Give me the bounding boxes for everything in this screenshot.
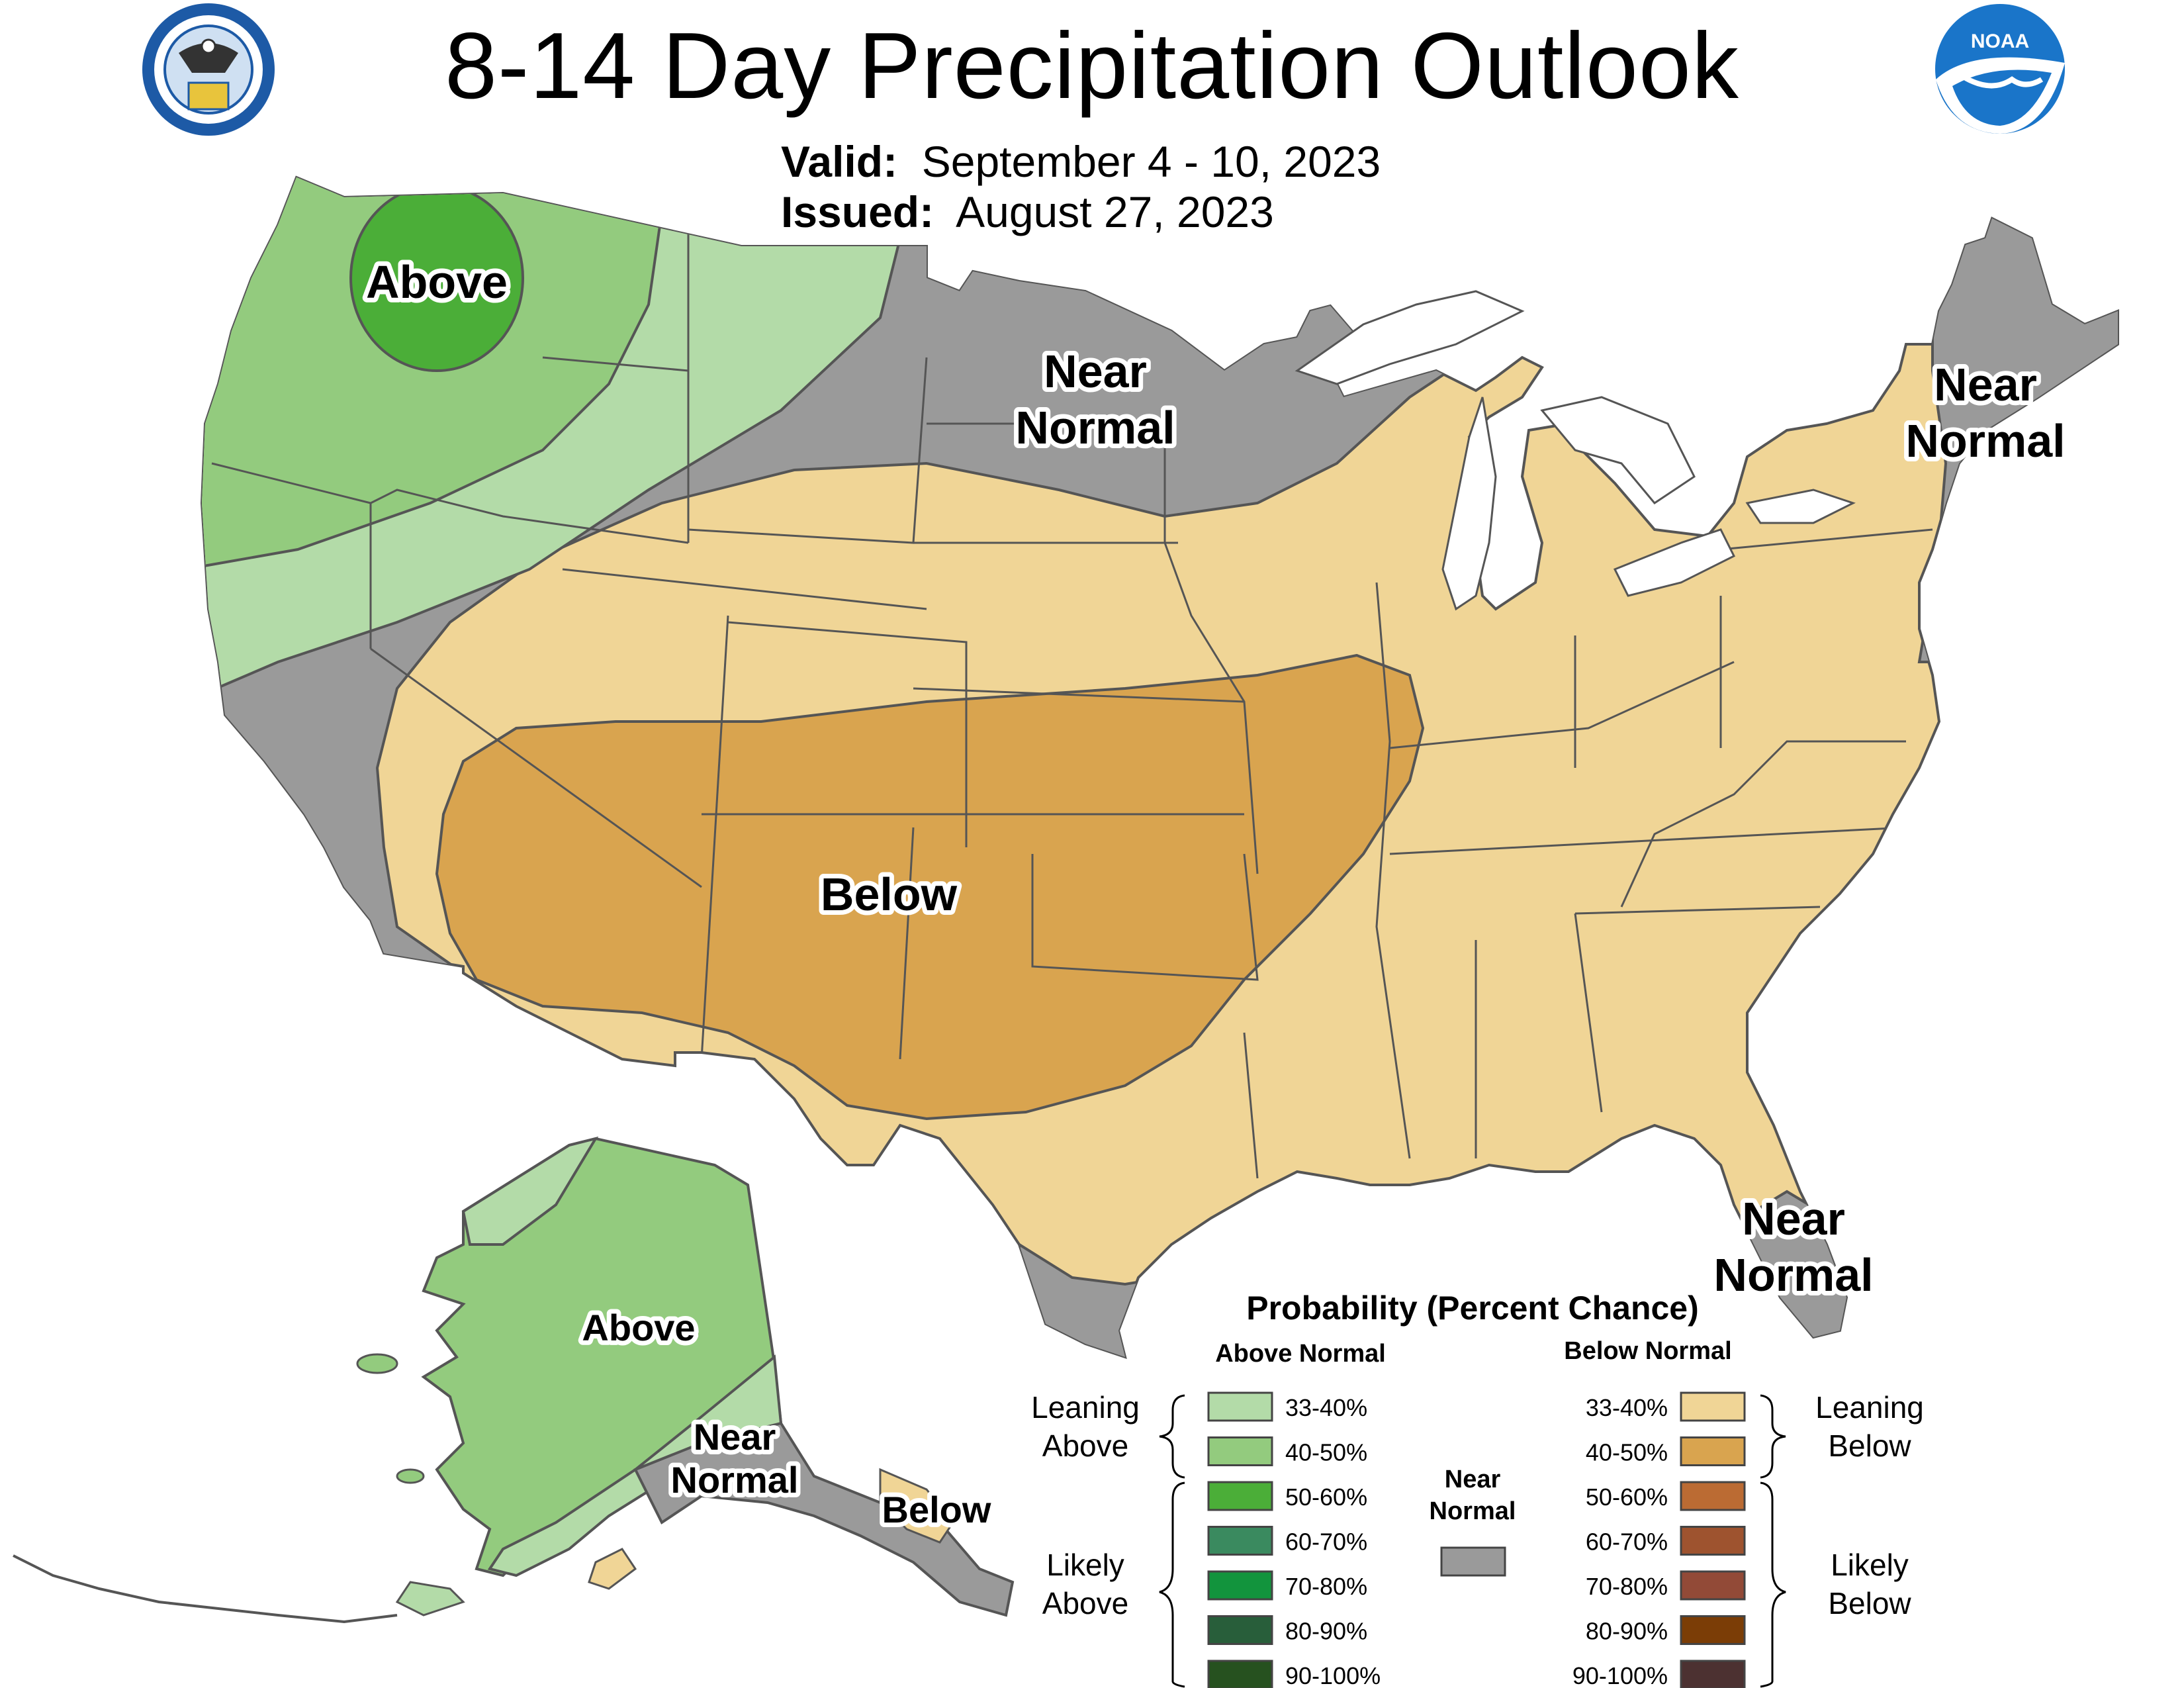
- legend-above-swatch: [1207, 1391, 1273, 1422]
- label-above-ak: Above: [582, 1307, 695, 1348]
- legend-likely-above-1: Likely: [1046, 1548, 1124, 1582]
- alaska-island-south: [396, 1468, 425, 1484]
- legend-above-swatch: [1207, 1481, 1273, 1511]
- legend-above-swatch: [1207, 1615, 1273, 1645]
- brace-likely-above-icon: [1159, 1481, 1185, 1688]
- legend-above-range-label: 70-80%: [1285, 1573, 1367, 1600]
- legend-leaning-above-1: Leaning: [1031, 1390, 1140, 1425]
- alaska-near-normal-panhandle: [633, 1421, 1015, 1617]
- legend-below-swatch: [1680, 1526, 1746, 1556]
- noaa-logo-icon: NOAA: [1935, 4, 2065, 134]
- legend-below-swatch: [1680, 1615, 1746, 1645]
- label-below-ak: Below: [882, 1489, 991, 1530]
- label-near-normal-north-1: Near: [1044, 346, 1147, 397]
- legend-below-range-label: 50-60%: [1586, 1483, 1668, 1511]
- label-near-normal-north-2: Normal: [1015, 402, 1175, 453]
- below-normal-medium-region: [435, 653, 1425, 1121]
- alaska-below-panhandle: [879, 1468, 954, 1544]
- legend-below-swatch: [1680, 1391, 1746, 1422]
- legend-leaning-above-2: Above: [1042, 1429, 1128, 1463]
- label-near-normal-ak-2: Normal: [671, 1459, 799, 1501]
- legend-below-swatch: [1680, 1436, 1746, 1466]
- legend-below-range-label: 33-40%: [1586, 1394, 1668, 1421]
- label-near-normal-fl-2: Normal: [1713, 1249, 1873, 1301]
- valid-line: Valid: September 4 - 10, 2023: [781, 136, 1381, 187]
- legend-above-swatch: [1207, 1660, 1273, 1688]
- legend-below-swatches: 33-40% 40-50% 50-60% 60-70% 70-80% 80-90% 90-1…: [1572, 1391, 1746, 1688]
- legend-swatch-near-normal: [1440, 1546, 1506, 1577]
- legend-near-header-1: Near: [1445, 1466, 1501, 1493]
- label-near-normal-ne-1: Near: [1934, 359, 2037, 410]
- legend-above-swatch: [1207, 1436, 1273, 1466]
- legend-below-header: Below Normal: [1564, 1337, 1731, 1365]
- brace-leaning-above-icon: [1159, 1394, 1185, 1479]
- legend-above-range-label: 60-70%: [1285, 1528, 1367, 1556]
- legend-above-header: Above Normal: [1215, 1340, 1386, 1368]
- state-boundaries: [211, 225, 1933, 1179]
- legend-above-range-label: 33-40%: [1285, 1394, 1367, 1421]
- department-of-commerce-seal-icon: [142, 3, 275, 136]
- alaska-above-light-north: [461, 1136, 599, 1246]
- alaska-below-islands: [588, 1548, 637, 1590]
- valid-dates: September 4 - 10, 2023: [921, 137, 1381, 186]
- label-below-sw: Below: [821, 868, 958, 920]
- legend-likely-above-2: Above: [1042, 1586, 1128, 1620]
- valid-label: Valid:: [781, 137, 898, 186]
- legend-likely-below-2: Below: [1828, 1586, 1911, 1620]
- svg-text:NOAA: NOAA: [1971, 30, 2029, 52]
- alaska-outlook: [13, 1136, 1015, 1624]
- issued-date: August 27, 2023: [956, 187, 1274, 236]
- legend-below-range-label: 40-50%: [1586, 1439, 1668, 1466]
- legend-below-range-label: 90-100%: [1572, 1662, 1668, 1688]
- legend-below-swatch: [1680, 1660, 1746, 1688]
- legend-above-swatch: [1207, 1526, 1273, 1556]
- brace-likely-below-icon: [1760, 1481, 1786, 1688]
- legend-above-range-label: 40-50%: [1285, 1439, 1367, 1466]
- legend-below-swatch: [1680, 1481, 1746, 1511]
- legend-above-range-label: 80-90%: [1285, 1618, 1367, 1645]
- legend-title: Probability (Percent Chance): [1246, 1289, 1699, 1327]
- legend-leaning-below-1: Leaning: [1815, 1390, 1924, 1425]
- alaska-above-medium: [421, 1137, 783, 1577]
- issued-label: Issued:: [781, 187, 934, 236]
- label-near-normal-fl-1: Near: [1742, 1193, 1845, 1244]
- legend-below-range-label: 70-80%: [1586, 1573, 1668, 1600]
- legend-above-range-label: 90-100%: [1285, 1662, 1381, 1688]
- issued-line: Issued: August 27, 2023: [781, 187, 1274, 237]
- legend-likely-below-1: Likely: [1831, 1548, 1909, 1582]
- legend-above-swatch: [1207, 1570, 1273, 1601]
- legend-above-swatches: 33-40% 40-50% 50-60% 60-70% 70-80% 80-90% 90-1…: [1207, 1391, 1381, 1688]
- alaska-aleutians: [395, 1581, 465, 1617]
- great-lakes: [1295, 290, 1856, 611]
- alaska-island-west: [356, 1353, 398, 1374]
- legend-below-range-label: 80-90%: [1586, 1618, 1668, 1645]
- label-near-normal-ak-1: Near: [694, 1416, 776, 1458]
- legend-above-range-label: 50-60%: [1285, 1483, 1367, 1511]
- label-near-normal-ne-2: Normal: [1905, 415, 2065, 467]
- legend: Probability (Percent Chance) Above Norma…: [1031, 1289, 1924, 1688]
- legend-leaning-below-2: Below: [1828, 1429, 1911, 1463]
- legend-below-swatch: [1680, 1570, 1746, 1601]
- legend-near-header-2: Normal: [1430, 1497, 1516, 1525]
- page-title: 8-14 Day Precipitation Outlook: [445, 13, 1739, 118]
- brace-leaning-below-icon: [1760, 1394, 1786, 1479]
- legend-below-range-label: 60-70%: [1586, 1528, 1668, 1556]
- alaska-aleutian-chain: [13, 1554, 398, 1624]
- label-above-nw: Above: [366, 256, 508, 308]
